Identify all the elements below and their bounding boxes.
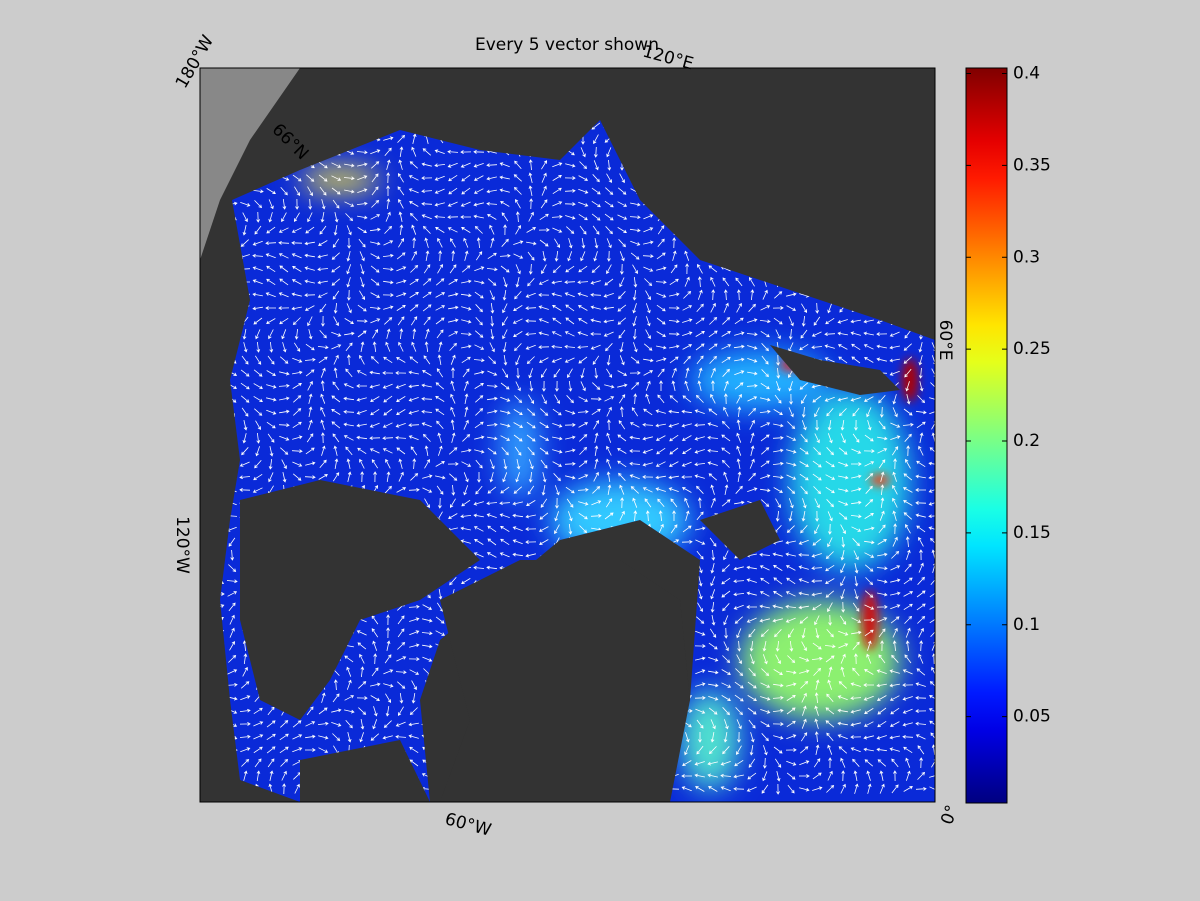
greenland: [440, 560, 690, 802]
colorbar-tick-label: 0.25: [1013, 339, 1051, 359]
map-label: 120°W: [172, 516, 192, 574]
svalbard: [700, 500, 780, 560]
land-outside: [200, 68, 300, 260]
colorbar-tick-label: 0.2: [1013, 431, 1040, 451]
colorbar-tick-label: 0.35: [1013, 155, 1051, 175]
colorbar: [965, 67, 1008, 804]
colorbar-tick-label: 0.05: [1013, 707, 1051, 727]
map-label: 60°E: [935, 320, 955, 361]
colorbar-tick-label: 0.4: [1013, 64, 1040, 84]
map-frame: [199, 67, 936, 803]
map: [200, 68, 935, 802]
archipelago: [240, 480, 480, 720]
map-label: 0°: [937, 802, 962, 827]
colorbar-tick-label: 0.1: [1013, 615, 1040, 635]
colorbar-tick-label: 0.15: [1013, 523, 1051, 543]
map-label: 60°W: [443, 809, 494, 841]
chart-title: Every 5 vector shown: [475, 35, 659, 55]
land-south: [300, 740, 430, 802]
colorbar-tick-label: 0.3: [1013, 247, 1040, 267]
novaya-zemlya: [770, 345, 900, 395]
